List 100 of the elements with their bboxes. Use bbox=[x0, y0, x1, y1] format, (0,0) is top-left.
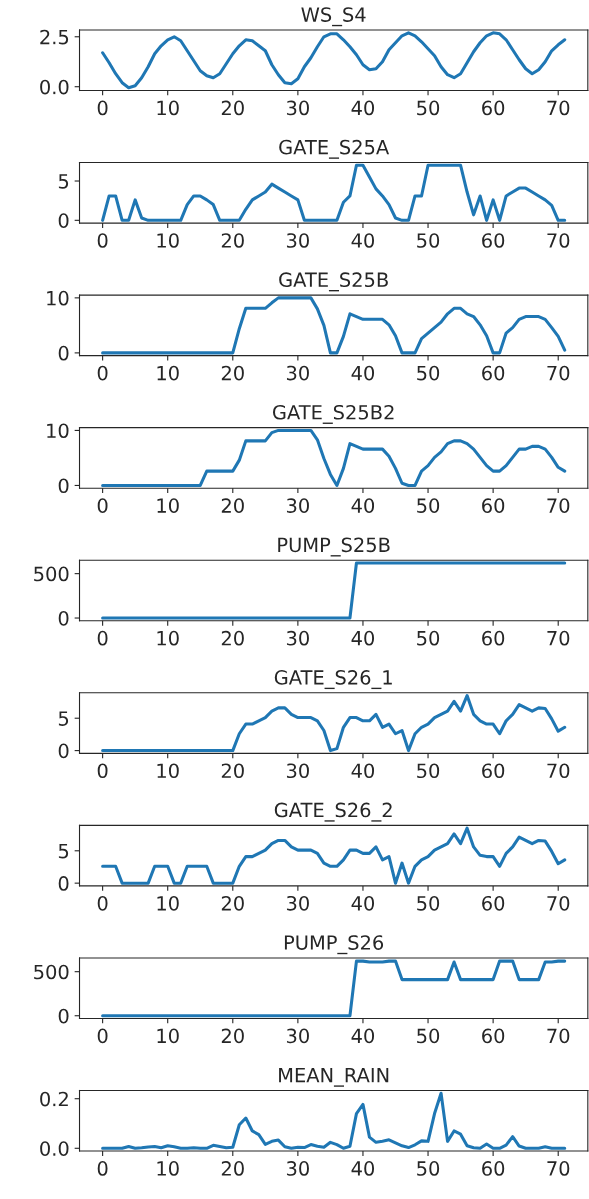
x-tick-label: 10 bbox=[157, 233, 179, 248]
y-tick-label: 5 bbox=[58, 844, 69, 859]
x-tick-label: 60 bbox=[482, 100, 505, 116]
line-series bbox=[101, 1091, 567, 1150]
line-series bbox=[101, 428, 567, 487]
y-tick-label: 2.5 bbox=[40, 29, 69, 45]
chart-title: GATE_S25B bbox=[279, 272, 388, 292]
x-tick-label: 60 bbox=[482, 895, 505, 911]
x-tick-label: 60 bbox=[482, 763, 505, 779]
chart-title: MEAN_RAIN bbox=[279, 1068, 389, 1087]
x-tick-label: 30 bbox=[286, 1161, 309, 1176]
x-tick-label: 0 bbox=[97, 763, 108, 779]
x-tick-label: 50 bbox=[417, 233, 440, 248]
x-tick-label: 40 bbox=[351, 630, 375, 646]
chart-title: PUMP_S26 bbox=[284, 935, 384, 955]
x-tick-label: 50 bbox=[417, 895, 440, 911]
y-tick-label: 0 bbox=[58, 1008, 69, 1024]
x-tick-label: 10 bbox=[157, 365, 179, 381]
x-tick-label: 40 bbox=[351, 1161, 375, 1176]
y-tick-label: 0.0 bbox=[40, 1141, 69, 1156]
chart-title: PUMP_S25B bbox=[278, 537, 390, 557]
x-tick-label: 10 bbox=[157, 895, 179, 911]
line-series bbox=[101, 826, 567, 885]
y-tick-label: 0 bbox=[58, 213, 69, 228]
x-tick-label: 20 bbox=[221, 365, 244, 381]
x-tick-label: 70 bbox=[547, 763, 570, 779]
x-tick-label: 50 bbox=[417, 1161, 440, 1176]
y-tick-label: 0.0 bbox=[40, 79, 69, 95]
chart-title: GATE_S26_2 bbox=[274, 802, 392, 822]
x-tick-label: 0 bbox=[97, 365, 108, 381]
x-tick-label: 10 bbox=[157, 630, 179, 646]
line-series bbox=[101, 694, 567, 753]
x-tick-label: 60 bbox=[482, 498, 505, 513]
x-tick-label: 40 bbox=[351, 1028, 375, 1044]
x-tick-label: 60 bbox=[482, 233, 505, 248]
line-series bbox=[101, 959, 567, 1018]
y-tick-label: 0.2 bbox=[40, 1091, 68, 1107]
x-tick-label: 30 bbox=[286, 233, 309, 248]
x-tick-label: 40 bbox=[351, 498, 375, 513]
x-tick-label: 30 bbox=[286, 763, 309, 779]
x-tick-label: 30 bbox=[286, 498, 309, 513]
x-tick-label: 50 bbox=[417, 498, 440, 513]
x-tick-label: 70 bbox=[547, 233, 570, 248]
x-tick-label: 0 bbox=[97, 895, 108, 911]
x-tick-label: 70 bbox=[547, 630, 570, 646]
x-tick-label: 50 bbox=[417, 1028, 440, 1044]
x-tick-label: 70 bbox=[547, 1161, 570, 1176]
y-tick-label: 0 bbox=[58, 876, 69, 891]
y-tick-label: 5 bbox=[58, 174, 69, 189]
y-tick-label: 0 bbox=[58, 610, 69, 626]
x-tick-label: 30 bbox=[286, 1028, 309, 1044]
x-tick-label: 30 bbox=[286, 100, 309, 116]
x-tick-label: 20 bbox=[221, 100, 244, 116]
y-tick-label: 5 bbox=[58, 711, 69, 726]
line-series bbox=[101, 296, 567, 355]
x-tick-label: 60 bbox=[482, 1161, 505, 1176]
x-tick-label: 40 bbox=[351, 763, 375, 779]
x-tick-label: 50 bbox=[417, 365, 440, 381]
x-tick-label: 0 bbox=[97, 498, 108, 513]
x-tick-label: 0 bbox=[97, 1161, 108, 1176]
x-tick-label: 60 bbox=[482, 1028, 505, 1044]
x-tick-label: 0 bbox=[97, 1028, 108, 1044]
x-tick-label: 20 bbox=[221, 233, 244, 248]
x-tick-label: 20 bbox=[221, 498, 244, 513]
x-tick-label: 60 bbox=[482, 365, 505, 381]
x-tick-label: 10 bbox=[157, 100, 179, 116]
x-tick-label: 40 bbox=[351, 895, 375, 911]
x-tick-label: 40 bbox=[351, 365, 375, 381]
x-tick-label: 20 bbox=[221, 895, 244, 911]
x-tick-label: 0 bbox=[97, 630, 108, 646]
chart-title: GATE_S25B2 bbox=[272, 404, 394, 424]
line-series bbox=[101, 31, 567, 90]
x-tick-label: 10 bbox=[157, 1028, 179, 1044]
y-tick-label: 500 bbox=[34, 964, 69, 980]
x-tick-label: 20 bbox=[221, 763, 244, 779]
x-tick-label: 10 bbox=[157, 1161, 179, 1176]
y-tick-label: 0 bbox=[58, 345, 69, 361]
x-tick-label: 60 bbox=[482, 630, 505, 646]
x-tick-label: 30 bbox=[286, 895, 309, 911]
y-tick-label: 0 bbox=[58, 743, 69, 759]
y-tick-label: 0 bbox=[58, 478, 69, 494]
x-tick-label: 50 bbox=[417, 100, 440, 116]
y-tick-label: 10 bbox=[47, 423, 69, 439]
x-tick-label: 70 bbox=[547, 365, 570, 381]
x-tick-label: 30 bbox=[286, 630, 309, 646]
x-tick-label: 50 bbox=[417, 763, 440, 779]
x-tick-label: 0 bbox=[97, 233, 108, 248]
chart-title: GATE_S25A bbox=[279, 139, 390, 159]
x-tick-label: 40 bbox=[351, 233, 375, 248]
x-tick-label: 40 bbox=[351, 100, 375, 116]
chart-title: GATE_S26_1 bbox=[274, 670, 392, 690]
line-series bbox=[101, 163, 567, 222]
y-tick-label: 500 bbox=[34, 566, 69, 582]
x-tick-label: 70 bbox=[547, 100, 570, 116]
x-tick-label: 70 bbox=[547, 895, 570, 911]
x-tick-label: 10 bbox=[157, 498, 179, 513]
x-tick-label: 0 bbox=[97, 100, 108, 116]
x-tick-label: 20 bbox=[221, 630, 244, 646]
y-tick-label: 10 bbox=[47, 290, 69, 306]
x-tick-label: 70 bbox=[547, 1028, 570, 1044]
